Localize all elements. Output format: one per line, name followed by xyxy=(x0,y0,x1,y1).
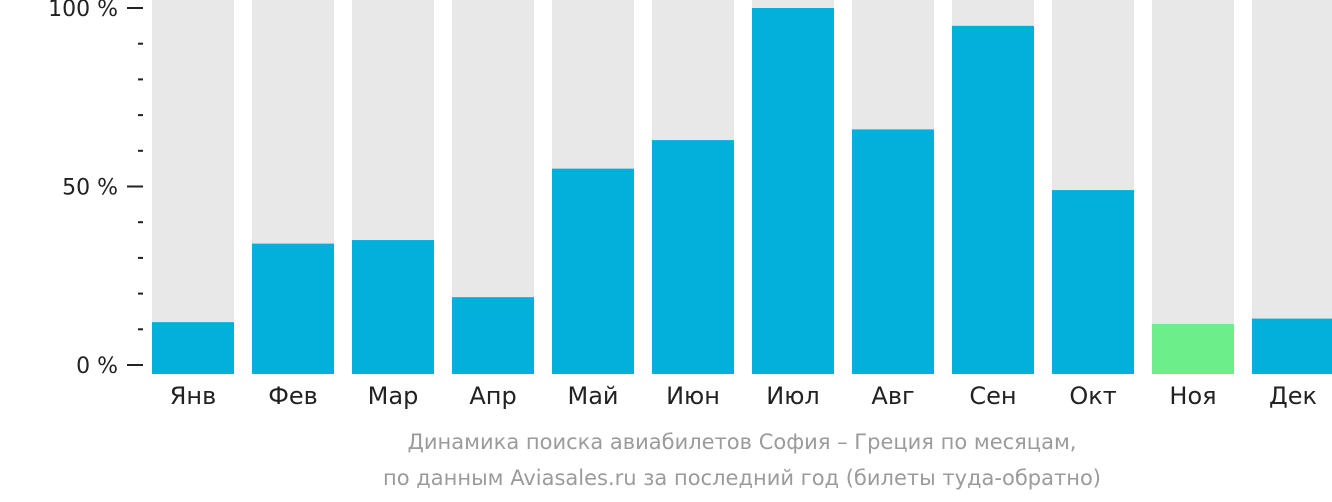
y-tick-label-3: 0 % xyxy=(76,354,118,379)
bar-track-12 xyxy=(1252,0,1332,374)
x-axis-labels: Янв Фев Мар Апр Май Июн Июл Авг Сен Окт Ноя Дек xyxy=(170,382,1317,410)
x-tick-label-2: Фев xyxy=(268,382,318,410)
x-tick-label-3: Мар xyxy=(368,382,419,410)
x-tick-label-11: Ноя xyxy=(1169,382,1216,410)
y-tick-label-2: 50 % xyxy=(62,176,118,201)
y-axis: 100 % 50 % 0 % xyxy=(48,0,143,379)
x-tick-label-1: Янв xyxy=(170,382,217,410)
x-tick-label-9: Сен xyxy=(969,382,1016,410)
bar-4 xyxy=(452,297,534,374)
bar-1 xyxy=(152,322,234,374)
y-tick-label-1: 100 % xyxy=(48,0,118,22)
bar-12 xyxy=(1252,318,1332,374)
bar-10 xyxy=(1052,190,1134,374)
x-tick-label-5: Май xyxy=(567,382,618,410)
bar-8 xyxy=(852,129,934,374)
bar-11 xyxy=(1152,323,1234,374)
bar-9 xyxy=(952,25,1034,374)
bar-track-1 xyxy=(152,0,234,374)
chart-caption-line-2: по данным Aviasales.ru за последний год … xyxy=(383,466,1101,490)
x-tick-label-7: Июл xyxy=(766,382,820,410)
x-tick-label-6: Июн xyxy=(666,382,720,410)
chart-caption-line-1: Динамика поиска авиабилетов София – Грец… xyxy=(407,430,1077,454)
x-tick-label-4: Апр xyxy=(469,382,516,410)
bar-chart: 100 % 50 % 0 % Янв Фев Мар Апр Май Июн Июл Авг Сен… xyxy=(48,0,1332,410)
bar-6 xyxy=(652,140,734,374)
bar-5 xyxy=(552,168,634,374)
x-tick-label-8: Авг xyxy=(871,382,914,410)
data-bars xyxy=(152,8,1332,374)
bar-2 xyxy=(252,243,334,374)
x-tick-label-10: Окт xyxy=(1069,382,1116,410)
bar-3 xyxy=(352,240,434,374)
bar-7 xyxy=(752,8,834,374)
bar-track-11 xyxy=(1152,0,1234,374)
x-tick-label-12: Дек xyxy=(1269,382,1317,410)
